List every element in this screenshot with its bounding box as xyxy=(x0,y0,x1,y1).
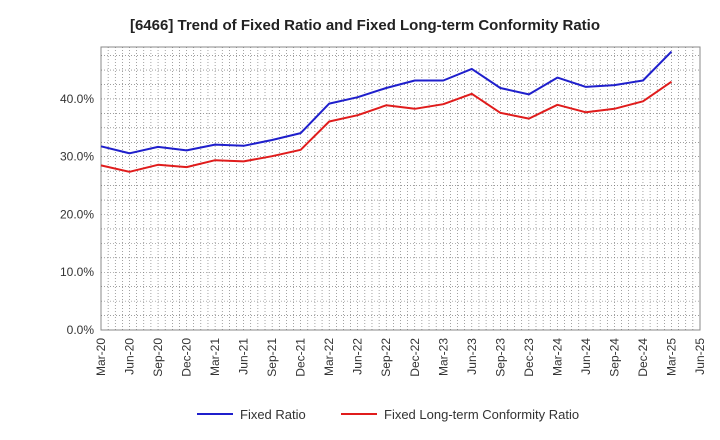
x-tick-label: Sep-21 xyxy=(265,338,279,377)
x-tick-label: Mar-25 xyxy=(664,338,678,376)
legend-label: Fixed Ratio xyxy=(240,407,306,422)
x-tick-label: Sep-24 xyxy=(607,338,621,377)
plot-area: 0.0% 10.0% 20.0% 30.0% 40.0% Mar-20 Jun-20 Sep-… xyxy=(60,46,707,377)
y-tick-label: 0.0% xyxy=(67,323,95,337)
x-tick-label: Jun-20 xyxy=(123,338,137,375)
series-line-fixed-long-term-conformity-ratio xyxy=(100,80,673,173)
x-tick-label: Mar-20 xyxy=(94,338,108,376)
x-tick-label: Sep-22 xyxy=(379,338,393,377)
legend-label: Fixed Long-term Conformity Ratio xyxy=(384,407,579,422)
x-tick-label: Jun-25 xyxy=(693,338,707,375)
x-tick-label: Sep-23 xyxy=(493,338,507,377)
x-tick-label: Dec-21 xyxy=(294,338,308,377)
x-tick-label: Jun-21 xyxy=(237,338,251,375)
x-tick-label: Sep-20 xyxy=(151,338,165,377)
x-tick-label: Mar-23 xyxy=(436,338,450,376)
y-tick-label: 20.0% xyxy=(60,207,94,221)
chart-title: [6466] Trend of Fixed Ratio and Fixed Lo… xyxy=(130,17,600,34)
x-tick-label: Dec-23 xyxy=(522,338,536,377)
x-tick-label: Dec-24 xyxy=(636,338,650,377)
x-tick-label: Jun-22 xyxy=(351,338,365,375)
y-tick-label: 30.0% xyxy=(60,150,94,164)
x-tick-label: Mar-24 xyxy=(550,338,564,376)
x-tick-label: Jun-24 xyxy=(579,338,593,375)
y-tick-label: 40.0% xyxy=(60,92,94,106)
legend: Fixed Ratio Fixed Long-term Conformity Ra… xyxy=(197,407,579,422)
series-line-fixed-ratio xyxy=(100,50,673,155)
y-tick-label: 10.0% xyxy=(60,265,94,279)
x-tick-label: Dec-20 xyxy=(180,338,194,377)
x-tick-label: Mar-22 xyxy=(322,338,336,376)
x-tick-label: Dec-22 xyxy=(408,338,422,377)
x-tick-label: Mar-21 xyxy=(208,338,222,376)
x-tick-label: Jun-23 xyxy=(465,338,479,375)
